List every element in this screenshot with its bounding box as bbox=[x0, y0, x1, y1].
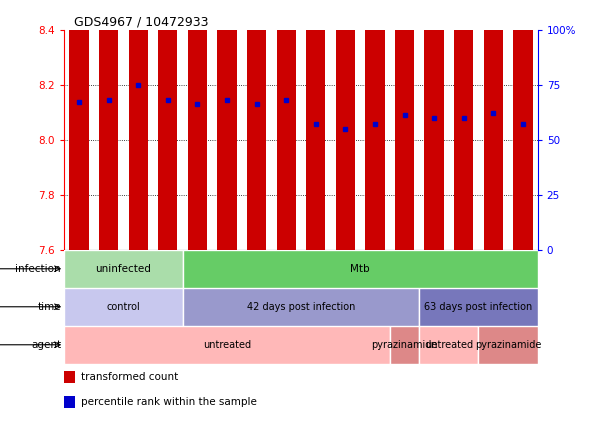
Text: untreated: untreated bbox=[425, 340, 473, 350]
Bar bbox=[513, 0, 533, 250]
Bar bbox=[64, 250, 183, 288]
Text: time: time bbox=[37, 302, 61, 312]
Text: untreated: untreated bbox=[203, 340, 251, 350]
Bar bbox=[188, 0, 207, 250]
Bar bbox=[183, 288, 419, 326]
Bar bbox=[158, 0, 177, 250]
Text: 63 days post infection: 63 days post infection bbox=[425, 302, 533, 312]
Text: transformed count: transformed count bbox=[81, 372, 178, 382]
Bar bbox=[395, 0, 414, 250]
Text: Mtb: Mtb bbox=[350, 264, 370, 274]
Bar bbox=[64, 288, 183, 326]
Bar bbox=[64, 371, 75, 383]
Bar bbox=[484, 0, 503, 250]
Text: agent: agent bbox=[31, 340, 61, 350]
Bar bbox=[390, 326, 419, 364]
Bar bbox=[365, 0, 384, 250]
Text: uninfected: uninfected bbox=[95, 264, 152, 274]
Bar bbox=[99, 0, 118, 250]
Bar bbox=[128, 0, 148, 250]
Bar bbox=[247, 0, 266, 250]
Bar bbox=[419, 288, 538, 326]
Text: pyrazinamide: pyrazinamide bbox=[371, 340, 437, 350]
Bar bbox=[64, 326, 390, 364]
Text: control: control bbox=[106, 302, 140, 312]
Text: infection: infection bbox=[15, 264, 61, 274]
Bar bbox=[425, 0, 444, 250]
Text: GDS4967 / 10472933: GDS4967 / 10472933 bbox=[74, 16, 208, 28]
Bar bbox=[306, 0, 325, 250]
Text: 42 days post infection: 42 days post infection bbox=[247, 302, 355, 312]
Bar bbox=[335, 0, 355, 250]
Bar bbox=[183, 250, 538, 288]
Text: pyrazinamide: pyrazinamide bbox=[475, 340, 541, 350]
Bar bbox=[277, 0, 296, 250]
Bar bbox=[454, 0, 474, 250]
Bar bbox=[419, 326, 478, 364]
Bar bbox=[64, 396, 75, 408]
Bar bbox=[218, 0, 236, 250]
Bar bbox=[478, 326, 538, 364]
Bar bbox=[69, 0, 89, 250]
Text: percentile rank within the sample: percentile rank within the sample bbox=[81, 397, 257, 407]
